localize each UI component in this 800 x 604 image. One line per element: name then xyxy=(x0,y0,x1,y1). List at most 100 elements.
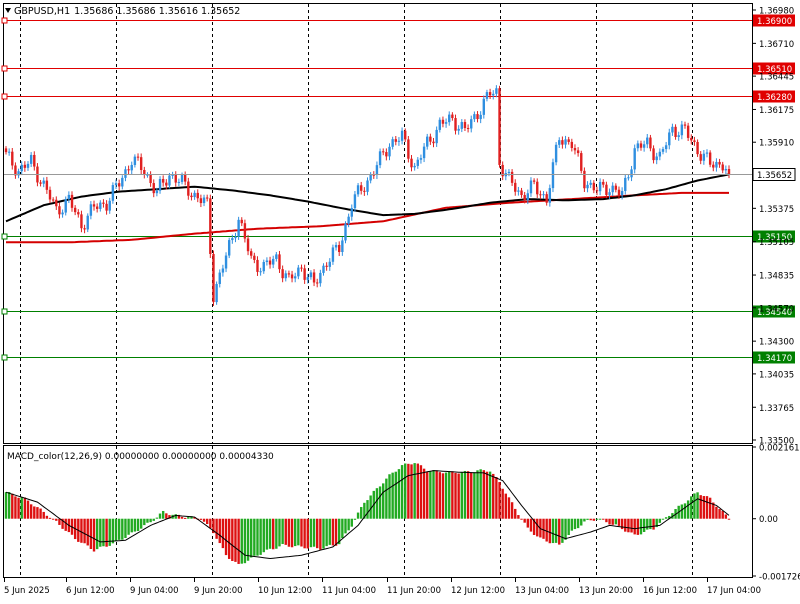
candle-bull xyxy=(344,223,347,241)
macd-bar xyxy=(243,518,247,564)
candle-bull xyxy=(608,192,611,195)
candle-bull xyxy=(630,169,633,178)
candle-bull xyxy=(479,114,482,120)
macd-bar xyxy=(33,506,36,519)
candle-bull xyxy=(42,180,45,184)
candle-bull xyxy=(378,151,382,166)
macd-bar xyxy=(205,518,209,525)
macd-bar xyxy=(617,518,621,526)
macd-bar xyxy=(14,496,17,519)
candle-bull xyxy=(265,260,269,262)
price-tick-label: 1.33500 xyxy=(759,437,794,447)
candle-bull xyxy=(470,119,473,129)
candle-bear xyxy=(617,189,621,196)
macd-bar xyxy=(507,497,511,519)
candle-bull xyxy=(17,171,20,176)
candle-bull xyxy=(334,244,338,248)
price-tick-label: 1.35910 xyxy=(759,139,794,149)
macd-bar xyxy=(139,518,143,529)
macd-bar xyxy=(627,518,630,533)
candle-bull xyxy=(234,236,237,239)
macd-bar xyxy=(583,518,586,522)
candle-bull xyxy=(350,208,353,217)
macd-bar xyxy=(26,500,30,519)
macd-bar xyxy=(680,504,684,519)
candle-bear xyxy=(514,182,517,192)
candle-bear xyxy=(429,136,432,142)
candle-bull xyxy=(168,175,171,186)
macd-bar xyxy=(551,518,555,544)
symbol-header: GBPUSD,H1 1.35686 1.35686 1.35616 1.35652 xyxy=(14,6,240,17)
macd-bar xyxy=(259,518,262,555)
candle-bull xyxy=(309,272,313,278)
candle-bear xyxy=(394,139,397,142)
macd-bar xyxy=(542,518,545,539)
candle-bull xyxy=(655,156,658,161)
macd-bar xyxy=(504,493,508,519)
candle-bear xyxy=(501,164,504,177)
candle-bull xyxy=(294,276,297,279)
macd-bar xyxy=(589,518,592,521)
candle-bull xyxy=(171,174,174,176)
candle-bear xyxy=(652,148,655,161)
candle-bull xyxy=(155,190,159,194)
candle-bull xyxy=(297,267,300,277)
candle-bear xyxy=(592,182,596,191)
macd-bar xyxy=(92,518,96,552)
macd-bar xyxy=(510,502,514,519)
macd-bar xyxy=(388,474,391,519)
macd-bar xyxy=(136,518,140,532)
candle-bear xyxy=(523,195,526,200)
candle-bear xyxy=(253,255,256,260)
candle-bear xyxy=(441,119,445,124)
macd-bar xyxy=(180,516,184,519)
macd-bar xyxy=(215,518,218,539)
candle-bull xyxy=(485,92,489,99)
candle-bear xyxy=(212,253,215,303)
macd-bar xyxy=(158,513,162,519)
candle-bear xyxy=(33,154,36,167)
macd-bar xyxy=(419,465,423,519)
candle-bear xyxy=(139,157,143,171)
candle-bull xyxy=(473,114,476,120)
candle-bear xyxy=(561,140,564,145)
level-price-tag xyxy=(753,90,795,103)
candle-bull xyxy=(636,143,640,149)
macd-bar xyxy=(488,471,492,519)
time-axis: 5 Jun 2025 6 Jun 12:00 9 Jun 04:00 9 Jun 20… xyxy=(4,578,761,596)
candle-bull xyxy=(218,272,221,284)
symbol-menu-triangle-icon[interactable] xyxy=(5,8,11,13)
macd-bar xyxy=(718,509,721,519)
candle-bear xyxy=(539,194,542,196)
candle-bear xyxy=(58,206,61,215)
macd-bar xyxy=(360,507,363,519)
macd-tick-label: -0.001726 xyxy=(759,573,800,583)
price-tick-label: 1.36980 xyxy=(759,7,794,17)
candle-bull xyxy=(664,145,668,150)
candle-bull xyxy=(715,161,718,168)
macd-bar xyxy=(520,518,523,520)
candle-bull xyxy=(422,146,426,159)
macd-bar xyxy=(422,468,426,519)
macd-bar xyxy=(382,483,385,519)
candle-bear xyxy=(567,139,570,142)
macd-bar xyxy=(394,471,397,519)
candle-bear xyxy=(23,164,27,168)
candle-bull xyxy=(388,146,391,157)
macd-bar xyxy=(29,504,33,519)
candle-bull xyxy=(426,136,429,147)
candle-bull xyxy=(705,152,709,154)
price-levels: 1.36900 1.36510 1.36280 1.35150 1.34540 1.341… xyxy=(1,14,795,364)
candle-bear xyxy=(463,122,467,129)
macd-bar xyxy=(573,518,577,530)
macd-bar xyxy=(470,472,473,519)
candle-bear xyxy=(205,197,209,199)
macd-bar xyxy=(620,518,624,530)
candle-bull xyxy=(306,277,309,280)
candle-bear xyxy=(268,260,272,265)
macd-bar xyxy=(536,518,539,537)
price-axis: 1.36980 1.36710 1.36445 1.36175 1.35910 1.353… xyxy=(752,7,796,447)
candle-bull xyxy=(680,124,684,136)
macd-bar xyxy=(708,497,712,519)
macd-tick-label: 0.002161 xyxy=(759,444,800,454)
